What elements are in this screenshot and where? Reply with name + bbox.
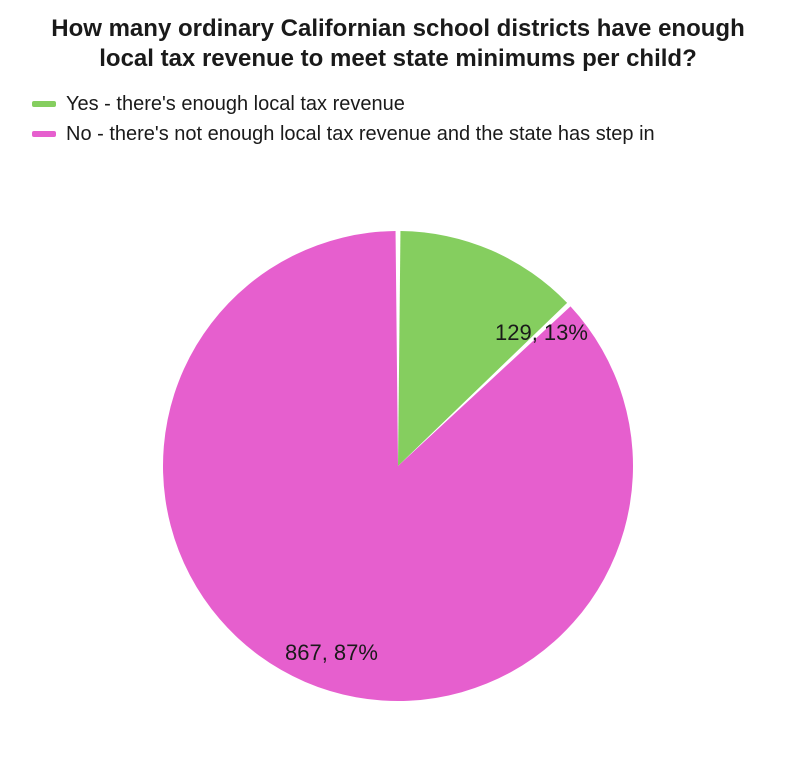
legend: Yes - there's enough local tax revenue N… — [0, 84, 796, 146]
legend-label-no: No - there's not enough local tax revenu… — [66, 122, 655, 146]
legend-item-yes: Yes - there's enough local tax revenue — [32, 92, 796, 116]
pie-chart — [0, 186, 796, 726]
chart-title: How many ordinary Californian school dis… — [0, 0, 796, 84]
slice-label-no: 867, 87% — [285, 640, 378, 666]
legend-label-yes: Yes - there's enough local tax revenue — [66, 92, 405, 116]
legend-swatch-no — [32, 131, 56, 137]
legend-item-no: No - there's not enough local tax revenu… — [32, 122, 796, 146]
legend-swatch-yes — [32, 101, 56, 107]
slice-label-yes: 129, 13% — [495, 320, 588, 346]
